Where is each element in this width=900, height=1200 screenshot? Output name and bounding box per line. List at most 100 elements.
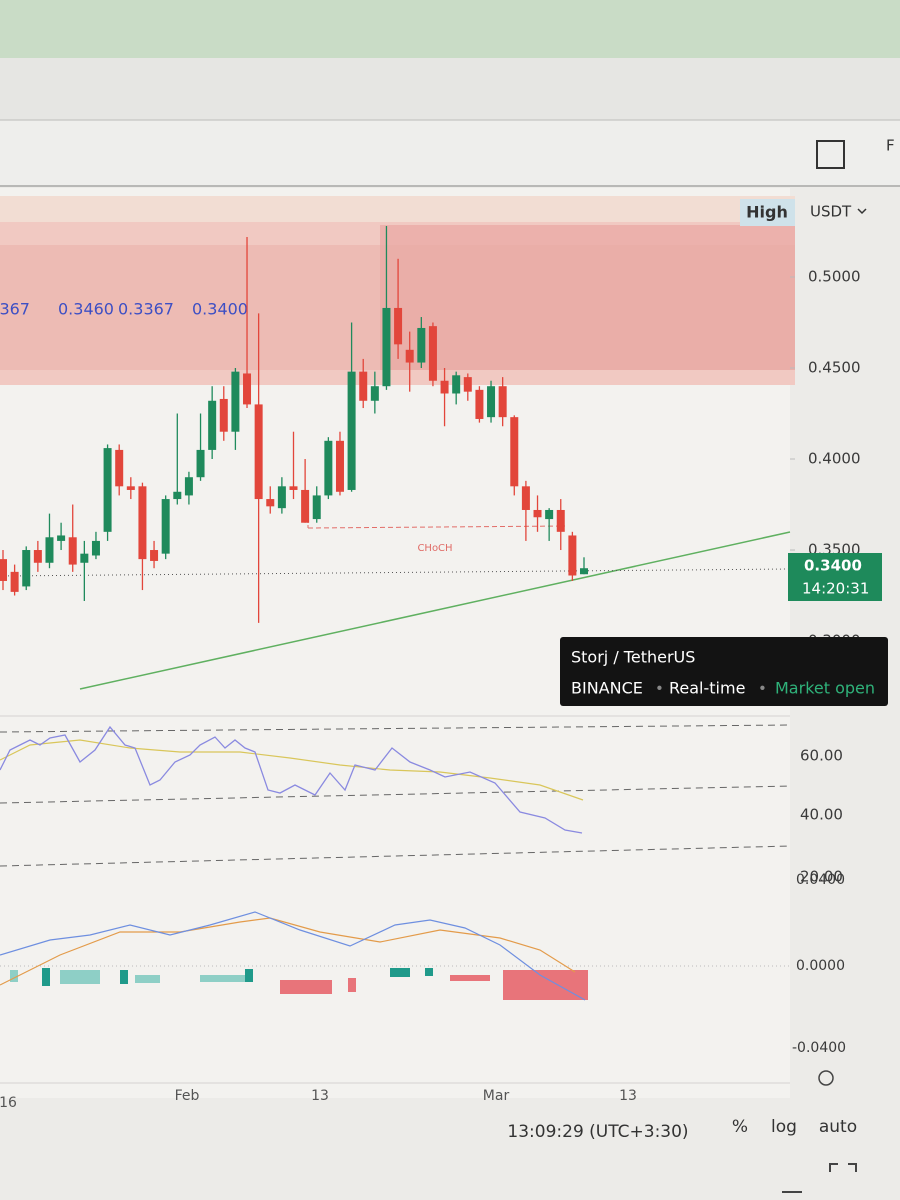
x-tick-label: 13 — [619, 1088, 637, 1104]
candle-body — [68, 537, 77, 565]
candle-body — [254, 404, 263, 500]
annotation: CHoCH — [417, 543, 452, 554]
macd-histogram — [10, 968, 433, 986]
candle-body — [91, 540, 100, 556]
status: Market open — [775, 679, 875, 698]
x-tick-label: Feb — [175, 1088, 200, 1104]
rsi-tick-label: 40.00 — [800, 806, 843, 824]
toolbar-button[interactable]: F — [886, 137, 895, 155]
candle-body — [556, 509, 565, 532]
y-tick-label: 0.5000 — [808, 268, 861, 286]
candle-body — [219, 398, 228, 432]
toolbar — [0, 121, 900, 185]
ohlc-value: 0.3367 — [118, 300, 174, 319]
candle-body — [45, 537, 54, 563]
trend-line — [79, 531, 791, 690]
countdown: 14:20:31 — [802, 580, 869, 598]
candle-body — [487, 386, 496, 418]
rsi-line — [0, 725, 583, 834]
histogram-bar — [348, 978, 356, 992]
macd-tick-label: 0.0400 — [796, 872, 845, 888]
candle-body — [115, 449, 124, 487]
feed: Real-time — [669, 679, 745, 698]
y-tick-label: 0.4500 — [808, 359, 861, 377]
symbol: Storj / TetherUS — [571, 648, 695, 667]
last-price: 0.3400 — [804, 557, 862, 575]
tooltip — [560, 637, 888, 706]
candle-body — [277, 486, 286, 509]
candle-body — [33, 550, 42, 563]
header-bar — [0, 58, 900, 120]
rsi-tick-label: 60.00 — [800, 747, 843, 765]
zone — [380, 225, 795, 370]
candle-body — [266, 499, 275, 507]
candle-body — [243, 373, 252, 405]
histogram-bar — [245, 969, 253, 982]
candle-body — [208, 400, 217, 450]
time-axis: 16 Feb 13 Mar 13 — [0, 1088, 637, 1111]
x-tick-label: Mar — [483, 1088, 510, 1104]
candle-body — [138, 486, 147, 560]
macd-tick-label: 0.0000 — [796, 958, 845, 974]
zone — [0, 196, 795, 222]
exchange: BINANCE — [571, 679, 643, 698]
scale-button[interactable]: % — [732, 1117, 748, 1137]
candle-body — [22, 550, 31, 587]
candle-body — [440, 380, 449, 394]
candle-body — [289, 486, 298, 490]
macd-histogram — [280, 970, 588, 1000]
candle-body — [428, 326, 437, 381]
top-strip — [0, 0, 900, 58]
fullscreen-icon[interactable] — [829, 1163, 857, 1172]
currency[interactable]: USDT — [810, 203, 852, 221]
histogram-bar — [450, 975, 490, 981]
candles — [0, 226, 588, 623]
candle-body — [312, 495, 321, 520]
candle-body — [335, 440, 344, 492]
candle-body — [568, 535, 577, 576]
scale-button[interactable]: auto — [819, 1117, 857, 1137]
x-tick-label: 16 — [0, 1095, 17, 1111]
candle-body — [498, 386, 507, 418]
candle-body — [126, 486, 135, 490]
macd-signal — [0, 917, 576, 986]
histogram-bar — [503, 970, 588, 1000]
ohlc-value: 0.3400 — [192, 300, 248, 319]
candle-body — [580, 568, 588, 575]
dropdown-arrow — [857, 208, 867, 215]
price-tag — [788, 553, 882, 601]
y-tick-label: 0.4000 — [808, 450, 861, 468]
candle-body — [301, 489, 310, 523]
histogram-bar — [200, 975, 245, 982]
indicator-axis: 60.00 40.00 20.000.0400 0.0000 -0.0400 — [792, 747, 846, 1057]
candle-body — [57, 535, 66, 541]
candle-body — [359, 371, 368, 401]
histogram-bar — [120, 970, 128, 984]
candle-body — [405, 349, 414, 363]
candle-body — [10, 571, 19, 592]
zone-label: High — [746, 203, 788, 222]
candle-body — [382, 307, 391, 387]
histogram-bar — [60, 970, 100, 984]
separator: • — [758, 680, 767, 698]
candle-body — [80, 553, 89, 563]
x-tick-label: 13 — [311, 1088, 329, 1104]
clock: 13:09:29 (UTC+3:30) — [507, 1122, 688, 1142]
histogram-bar — [10, 970, 18, 982]
choch-line — [307, 525, 566, 529]
settings-icon[interactable] — [818, 1070, 834, 1086]
macd-line — [0, 911, 586, 1001]
candle-body — [196, 449, 205, 478]
checkbox[interactable] — [816, 140, 845, 169]
candle-body — [545, 509, 554, 520]
rsi-average — [0, 739, 584, 801]
candle-body — [417, 327, 426, 363]
candle-body — [475, 389, 484, 419]
candle-body — [150, 550, 159, 561]
histogram-bar — [390, 968, 410, 977]
candle-body — [0, 559, 7, 581]
scale-button[interactable]: log — [771, 1117, 797, 1137]
histogram-bar — [425, 968, 433, 976]
